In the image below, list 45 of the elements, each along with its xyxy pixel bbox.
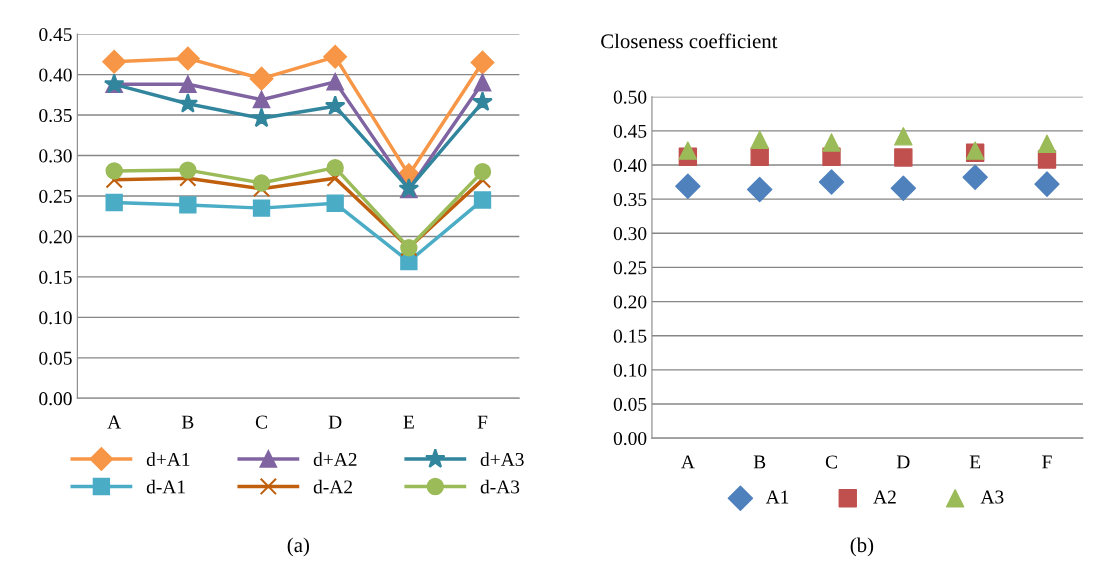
y-tick-label: 0.30 [613, 227, 647, 241]
y-tick-label: 0.05 [39, 351, 72, 365]
x-tick-label: D [896, 455, 910, 469]
y-tick-label: 0.15 [39, 270, 72, 284]
y-tick-label: 0.25 [39, 189, 72, 204]
text: (a) [287, 537, 309, 557]
text: (b) [850, 537, 874, 557]
y-tick-label: 0.25 [613, 261, 647, 275]
x-tick-label: A [107, 415, 122, 429]
y-tick-label: 0.00 [613, 431, 647, 446]
x-tick-label: F [1042, 455, 1052, 469]
y-tick-label: 0.10 [613, 363, 647, 377]
x-tick-label: A [681, 455, 695, 469]
x-tick-label: E [403, 415, 414, 429]
x-tick-label: C [255, 415, 267, 429]
x-tick-label: C [825, 455, 837, 469]
y-tick-label: 0.35 [39, 108, 72, 123]
legend-label: d-A1 [146, 479, 185, 494]
y-tick-label: 0.30 [39, 149, 72, 163]
y-tick-label: 0.20 [613, 295, 647, 309]
y-tick-label: 0.00 [39, 392, 72, 406]
y-tick-label: 0.20 [39, 230, 72, 244]
chart-title: Closeness coefficient [601, 33, 778, 49]
legend-label: d+A1 [146, 452, 190, 467]
legend-label: A2 [873, 490, 896, 504]
y-tick-label: 0.10 [39, 311, 72, 325]
legend-label: d+A3 [480, 452, 524, 467]
y-tick-label: 0.40 [39, 68, 72, 82]
y-tick-label: 0.40 [613, 158, 647, 173]
x-tick-label: B [181, 415, 194, 429]
legend-label: A1 [765, 490, 789, 504]
x-tick-label: E [969, 455, 981, 469]
x-tick-label: D [328, 415, 342, 429]
x-tick-label: B [753, 455, 766, 469]
y-tick-label: 0.05 [613, 397, 647, 412]
y-tick-label: 0.45 [613, 124, 647, 138]
y-tick-label: 0.15 [613, 329, 647, 343]
x-tick-label: F [477, 415, 488, 429]
y-tick-label: 0.35 [613, 192, 647, 207]
legend-label: A3 [980, 490, 1004, 504]
legend-label: d-A3 [480, 479, 520, 494]
y-tick-label: 0.50 [613, 90, 647, 104]
y-tick-label: 0.45 [39, 27, 72, 42]
legend-label: d+A2 [313, 452, 357, 467]
legend-label: d-A2 [313, 479, 352, 494]
